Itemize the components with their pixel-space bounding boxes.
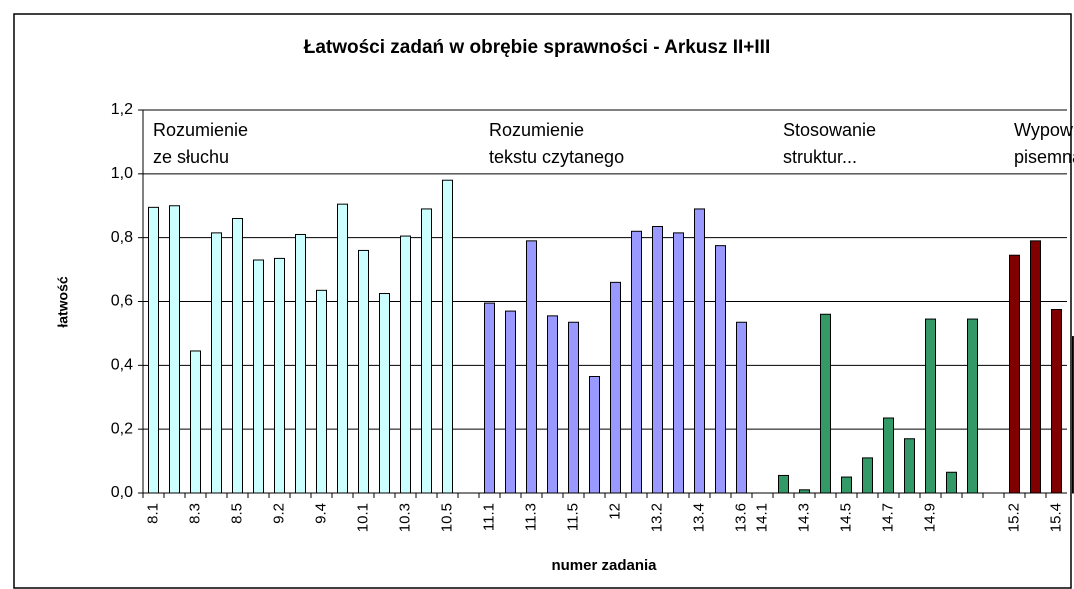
group-label: Rozumienie — [489, 120, 584, 140]
x-tick-label: 10.3 — [396, 503, 413, 532]
bar — [967, 318, 978, 494]
bar — [841, 476, 852, 494]
y-tick-label: 0,4 — [111, 357, 133, 374]
x-tick-label: 9.2 — [270, 503, 287, 524]
x-tick-label: 12 — [606, 503, 623, 520]
group-label: ze słuchu — [153, 147, 229, 167]
bar — [190, 350, 201, 494]
y-tick-label: 0,6 — [111, 293, 133, 310]
x-tick-label: 13.4 — [690, 503, 707, 532]
x-tick-label: 15.4 — [1047, 503, 1064, 532]
bar — [316, 289, 327, 494]
bar — [547, 315, 558, 494]
bar — [400, 235, 411, 494]
bar — [652, 225, 663, 494]
bar — [421, 208, 432, 494]
group-label: Wypowiedź — [1014, 120, 1074, 140]
group-label: pisemna — [1014, 147, 1074, 167]
group-label: Stosowanie — [783, 120, 876, 140]
group-label: Rozumienie — [153, 120, 248, 140]
y-tick-label: 0,8 — [111, 229, 133, 246]
bar — [673, 232, 684, 494]
group-label: struktur... — [783, 147, 857, 167]
x-tick-label: 10.5 — [438, 503, 455, 532]
bar — [274, 257, 285, 494]
bar — [1072, 336, 1074, 494]
x-tick-label: 14.9 — [921, 503, 938, 532]
bar — [736, 321, 747, 494]
bar — [568, 321, 579, 494]
bar — [358, 249, 369, 494]
x-tick-label: 8.5 — [228, 503, 245, 524]
bar — [694, 208, 705, 494]
bar — [610, 281, 621, 494]
bar — [337, 203, 348, 494]
bar — [505, 310, 516, 494]
x-tick-label: 11.3 — [522, 503, 539, 531]
bar — [1030, 240, 1041, 494]
bar — [862, 457, 873, 494]
bar — [925, 318, 936, 494]
bar — [253, 259, 264, 494]
x-axis-label: numer zadania — [551, 557, 657, 574]
bar — [820, 313, 831, 494]
chart-title: Łatwości zadań w obrębie sprawności - Ar… — [304, 37, 771, 58]
y-axis-label: łatwość — [55, 276, 71, 328]
bar — [778, 474, 789, 494]
bar — [715, 245, 726, 494]
bar — [1051, 308, 1062, 494]
bar — [526, 240, 537, 494]
x-tick-label: 8.1 — [144, 503, 161, 524]
x-tick-label: 11.1 — [480, 503, 497, 531]
bar — [148, 206, 159, 494]
y-tick-label: 0,2 — [111, 420, 133, 437]
x-tick-label: 15.2 — [1005, 503, 1022, 532]
bar — [442, 179, 453, 494]
bar — [484, 302, 495, 494]
bar — [232, 218, 243, 494]
x-tick-label: 13.2 — [648, 503, 665, 532]
bar — [589, 376, 600, 494]
y-tick-label: 1,0 — [111, 165, 133, 182]
bar — [295, 233, 306, 494]
y-tick-label: 0,0 — [111, 484, 133, 501]
bar — [799, 489, 810, 494]
x-tick-label: 13.6 — [732, 503, 749, 532]
group-label: tekstu czytanego — [489, 147, 624, 167]
bar — [631, 230, 642, 494]
bar — [211, 232, 222, 494]
bar — [904, 438, 915, 494]
x-tick-label: 8.3 — [186, 503, 203, 524]
x-tick-label: 11.5 — [564, 503, 581, 531]
bar — [379, 293, 390, 494]
x-tick-label: 9.4 — [312, 503, 329, 524]
x-tick-label: 14.7 — [879, 503, 896, 532]
x-tick-label: 10.1 — [354, 503, 371, 532]
x-tick-label: 14.3 — [795, 503, 812, 532]
bar — [1009, 254, 1020, 494]
x-tick-label: 14.1 — [753, 503, 770, 532]
y-tick-label: 1,2 — [111, 101, 133, 118]
bar — [946, 471, 957, 494]
x-tick-label: 14.5 — [837, 503, 854, 532]
bar — [883, 417, 894, 494]
bar — [169, 205, 180, 494]
